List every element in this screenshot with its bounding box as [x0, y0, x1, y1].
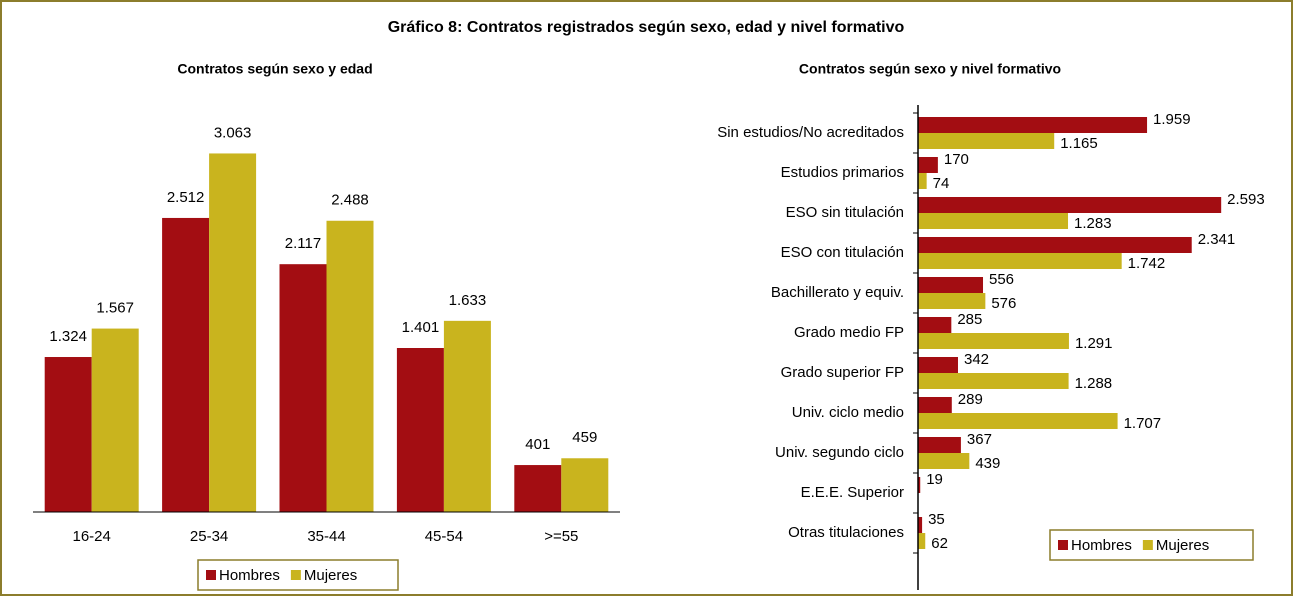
value-label: 2.341	[1198, 231, 1236, 248]
bar	[918, 117, 1148, 133]
y-tick-label: Otras titulaciones	[788, 524, 904, 541]
value-label: 2.117	[285, 235, 321, 252]
value-label: 3.063	[214, 124, 252, 141]
value-label: 170	[944, 151, 969, 168]
bar	[209, 153, 257, 512]
legend-label: Hombres	[1071, 537, 1132, 554]
legend-label: Mujeres	[1156, 537, 1209, 554]
bar	[514, 465, 562, 512]
bar	[918, 157, 938, 173]
y-tick-label: Grado medio FP	[794, 324, 904, 341]
value-label: 19	[926, 471, 943, 488]
y-tick-label: Univ. segundo ciclo	[775, 444, 904, 461]
bar	[918, 373, 1069, 389]
bar	[918, 293, 986, 309]
chart-title: Contratos según sexo y edad	[177, 61, 372, 77]
bar	[443, 320, 491, 512]
bar	[918, 437, 961, 453]
bar	[918, 133, 1055, 149]
value-label: 459	[572, 429, 597, 446]
value-label: 1.742	[1128, 255, 1166, 272]
bar	[918, 453, 970, 469]
chart-title: Contratos según sexo y nivel formativo	[799, 61, 1061, 77]
value-label: 74	[933, 175, 950, 192]
bar	[918, 413, 1118, 429]
value-label: 62	[931, 535, 948, 552]
value-label: 2.593	[1227, 191, 1265, 208]
bar	[162, 217, 210, 512]
y-tick-label: Sin estudios/No acreditados	[717, 124, 904, 141]
value-label: 556	[989, 271, 1014, 288]
bar	[918, 197, 1222, 213]
value-label: 2.512	[167, 189, 205, 206]
x-tick-label: 45-54	[425, 528, 463, 545]
value-label: 1.401	[402, 319, 440, 336]
y-tick-label: Bachillerato y equiv.	[771, 284, 904, 301]
x-tick-label: >=55	[544, 528, 578, 545]
legend-swatch	[1142, 540, 1153, 550]
legend-label: Hombres	[219, 567, 280, 584]
y-tick-label: Estudios primarios	[781, 164, 904, 181]
x-tick-label: 16-24	[73, 528, 111, 545]
value-label: 1.567	[96, 300, 134, 317]
legend-label: Mujeres	[304, 567, 357, 584]
bar	[918, 533, 926, 549]
bar	[918, 237, 1192, 253]
y-tick-label: Grado superior FP	[781, 364, 904, 381]
value-label: 576	[991, 295, 1016, 312]
bar	[918, 317, 952, 333]
bar	[326, 220, 374, 513]
bar	[279, 264, 327, 512]
value-label: 1.324	[49, 328, 87, 345]
value-label: 1.288	[1075, 375, 1113, 392]
value-label: 1.707	[1124, 415, 1162, 432]
bar	[918, 397, 952, 413]
bar	[561, 458, 609, 512]
legend-swatch	[290, 570, 301, 580]
value-label: 367	[967, 431, 992, 448]
bar	[918, 517, 923, 533]
value-label: 342	[964, 351, 989, 368]
value-label: 2.488	[331, 192, 369, 209]
legend-swatch	[1058, 540, 1068, 550]
y-tick-label: Univ. ciclo medio	[792, 404, 904, 421]
bar	[91, 328, 139, 512]
x-tick-label: 35-44	[307, 528, 345, 545]
bar	[44, 357, 92, 512]
bar	[918, 357, 958, 373]
bar	[396, 348, 444, 512]
value-label: 285	[957, 311, 982, 328]
y-tick-label: E.E.E. Superior	[801, 484, 904, 501]
bar	[918, 173, 927, 189]
bar	[918, 253, 1122, 269]
x-tick-label: 25-34	[190, 528, 228, 545]
value-label: 1.633	[449, 292, 487, 309]
value-label: 401	[525, 436, 550, 453]
page-title: Gráfico 8: Contratos registrados según s…	[388, 19, 905, 36]
value-label: 1.291	[1075, 335, 1113, 352]
bar	[918, 277, 984, 293]
value-label: 1.959	[1153, 111, 1191, 128]
bar	[918, 333, 1069, 349]
value-label: 1.165	[1060, 135, 1098, 152]
value-label: 439	[975, 455, 1000, 472]
legend-swatch	[206, 570, 216, 580]
y-tick-label: ESO sin titulación	[786, 204, 904, 221]
bar	[918, 213, 1069, 229]
y-tick-label: ESO con titulación	[781, 244, 904, 261]
value-label: 1.283	[1074, 215, 1112, 232]
value-label: 289	[958, 391, 983, 408]
bar	[918, 477, 921, 493]
value-label: 35	[928, 511, 945, 528]
